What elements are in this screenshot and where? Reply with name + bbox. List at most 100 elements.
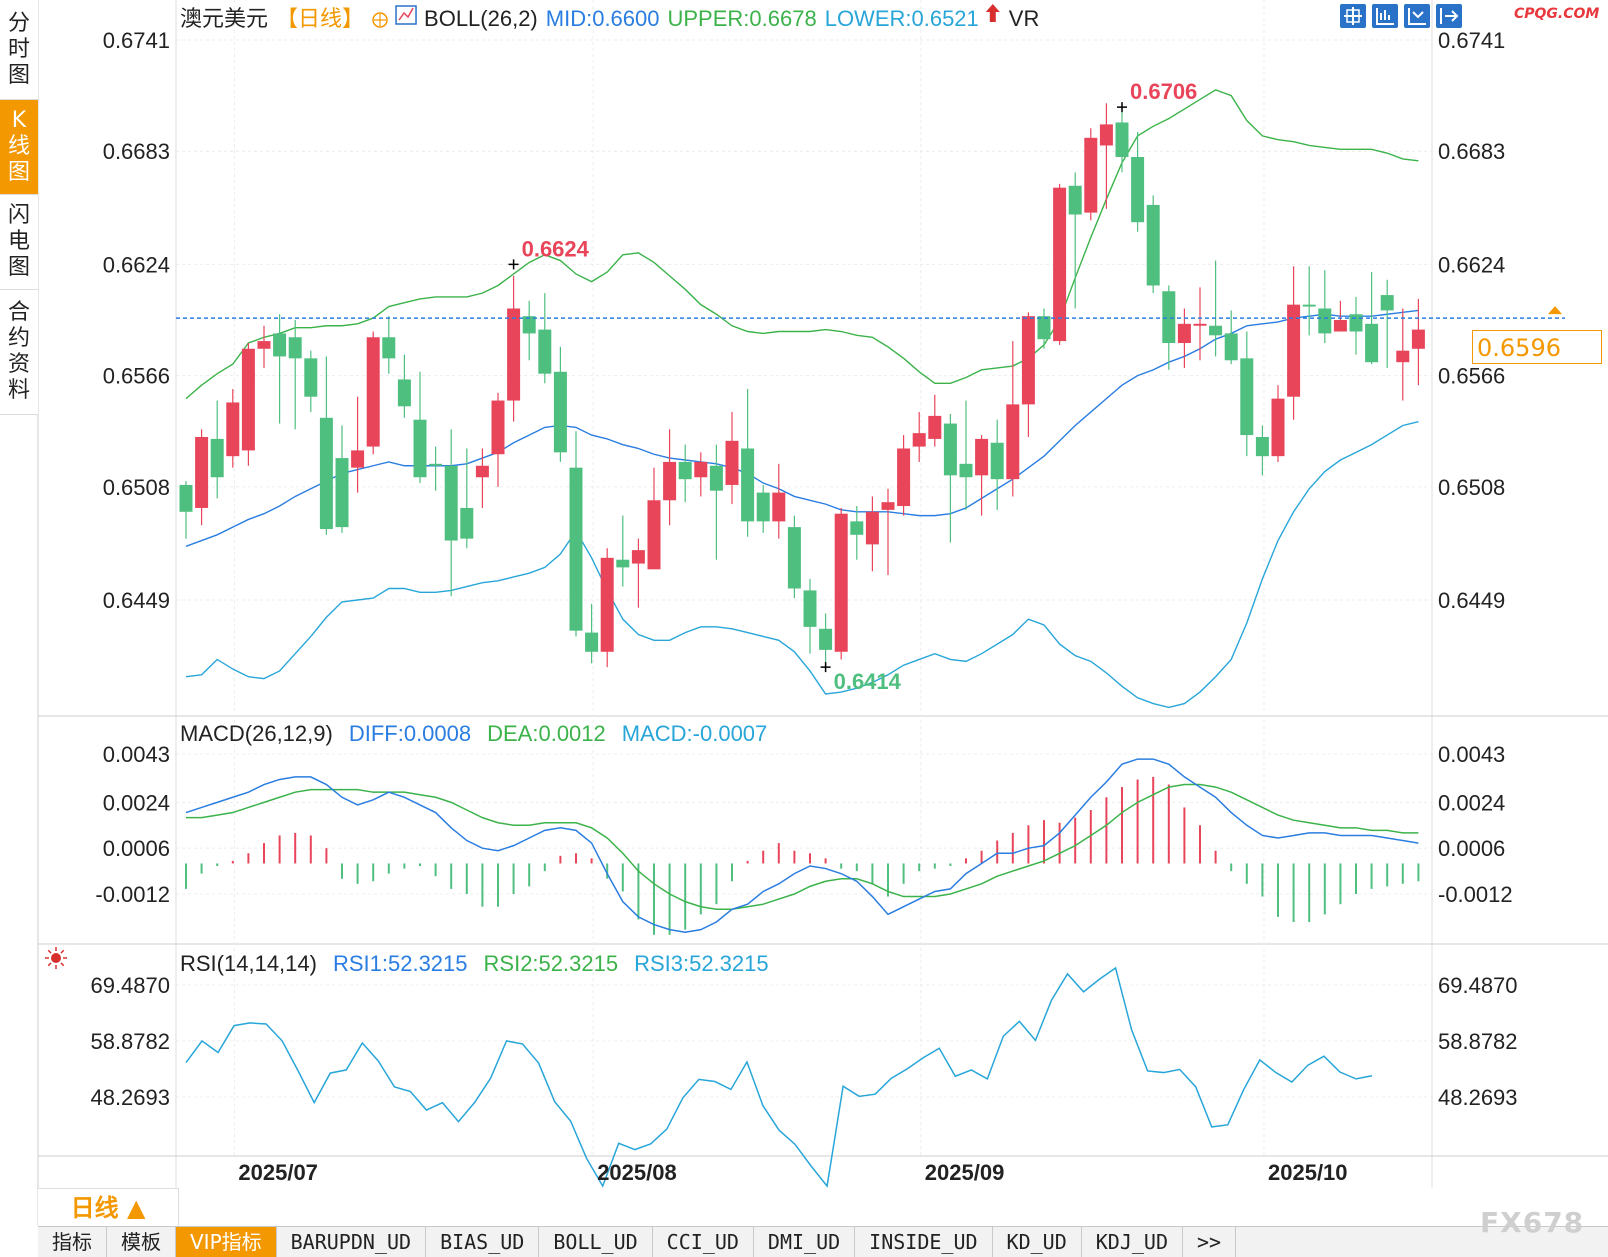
candle-body (897, 448, 911, 507)
candle-body (1255, 436, 1269, 457)
sidebar-tab-flash[interactable]: 闪电图 (0, 195, 38, 290)
candle-body (928, 415, 942, 439)
boll-indicator-label: BOLL(26,2) (424, 6, 538, 31)
candle-body (429, 463, 443, 466)
settings-icon (372, 12, 388, 28)
tab-boll-ud[interactable]: BOLL_UD (539, 1227, 653, 1257)
candle-body (631, 550, 645, 564)
candle-body (959, 463, 973, 478)
candle-body (1411, 329, 1425, 349)
macd-y-tick-right: 0.0043 (1438, 742, 1505, 767)
tab-11[interactable]: >> (1183, 1227, 1237, 1257)
candle-body (725, 440, 739, 485)
candle-body (1006, 404, 1020, 480)
candle-body (569, 467, 583, 631)
rsi-y-tick-left: 58.8782 (90, 1029, 170, 1054)
candle-body (210, 438, 224, 478)
candle-body (912, 433, 926, 447)
tab-barupdn-ud[interactable]: BARUPDN_UD (277, 1227, 427, 1257)
candle-body (1099, 124, 1113, 146)
candle-body (1053, 187, 1067, 342)
rsi-title: RSI(14,14,14) (180, 951, 317, 976)
candle-body (1318, 308, 1332, 334)
candle-body (553, 371, 567, 453)
candle-body (522, 316, 536, 334)
extreme-marker (508, 259, 519, 270)
candle-body (1365, 323, 1379, 363)
tab-1[interactable]: 模板 (107, 1227, 176, 1257)
crosshair-icon[interactable] (1340, 4, 1366, 28)
candle-body (382, 337, 396, 359)
candle-body (1396, 350, 1410, 363)
tab-0[interactable]: 指标 (38, 1227, 107, 1257)
rsi1-value: RSI1:52.3215 (333, 951, 468, 976)
boll-lower-line (185, 420, 1419, 709)
candle-body (538, 329, 552, 374)
period-tag: 【日线】 (276, 6, 364, 31)
y-tick-left: 0.6741 (103, 28, 170, 53)
tab-dmi-ud[interactable]: DMI_UD (754, 1227, 856, 1257)
rsi-line (185, 966, 1373, 1188)
candle-body (1146, 204, 1160, 286)
candle-body (663, 461, 677, 501)
candle-body (397, 379, 411, 407)
candle-body (366, 337, 380, 447)
sidebar-tab-contract-info[interactable]: 合约资料 (0, 290, 38, 415)
rsi-settings-icon-ray (60, 962, 65, 967)
y-tick-right: 0.6566 (1438, 364, 1505, 389)
candle-body (600, 557, 614, 652)
y-tick-right: 0.6683 (1438, 139, 1505, 164)
macd-diff-value: DIFF:0.0008 (349, 721, 471, 746)
candle-body (865, 511, 879, 545)
candle-body (1021, 316, 1035, 405)
candles (179, 103, 1425, 668)
tab-inside-ud[interactable]: INSIDE_UD (855, 1227, 993, 1257)
macd-y-tick-right: 0.0024 (1438, 790, 1505, 815)
candle-body (319, 417, 333, 530)
tab-kdj-ud[interactable]: KDJ_UD (1082, 1227, 1183, 1257)
macd-y-tick-left: 0.0006 (103, 836, 170, 861)
rsi-y-tick-right: 58.8782 (1438, 1029, 1518, 1054)
tab-cci-ud[interactable]: CCI_UD (653, 1227, 754, 1257)
candle-body (694, 461, 708, 478)
current-price-tag: 0.6596 (1472, 330, 1602, 364)
tab-bias-ud[interactable]: BIAS_UD (426, 1227, 540, 1257)
macd-y-tick-right: 0.0006 (1438, 836, 1505, 861)
candle-body (195, 436, 209, 508)
extreme-marker (1117, 102, 1127, 113)
chart-type-icon-line (398, 7, 414, 21)
candle-body (787, 527, 801, 589)
zoom-out-icon[interactable] (1404, 4, 1430, 28)
candle-body (990, 442, 1004, 480)
rsi-settings-icon-ray (47, 949, 52, 954)
macd-y-tick-left: -0.0012 (95, 882, 170, 907)
scroll-right-icon[interactable] (1436, 4, 1462, 28)
candle-body (585, 632, 599, 652)
candle-body (1333, 320, 1347, 332)
rsi-y-tick-right: 48.2693 (1438, 1085, 1518, 1110)
rsi-y-tick-left: 48.2693 (90, 1085, 170, 1110)
x-tick: 2025/08 (597, 1160, 677, 1185)
period-selector[interactable]: 日线 ▲ (38, 1188, 179, 1227)
sidebar-tab-timeshare[interactable]: 分时图 (0, 0, 38, 100)
rsi-settings-icon-core (51, 953, 61, 963)
zoom-in-icon[interactable] (1372, 4, 1398, 28)
symbol-title: 澳元美元 (180, 6, 268, 31)
tab-kd-ud[interactable]: KD_UD (993, 1227, 1082, 1257)
candle-body (1349, 314, 1363, 332)
tab-vip[interactable]: VIP指标 (176, 1227, 277, 1257)
y-tick-right: 0.6741 (1438, 28, 1505, 53)
low-label: 0.6414 (834, 669, 902, 694)
candle-body (507, 308, 521, 401)
y-tick-left: 0.6566 (103, 364, 170, 389)
candle-body (335, 458, 349, 528)
x-tick: 2025/10 (1268, 1160, 1348, 1185)
rsi-settings-icon (45, 947, 67, 969)
candle-body (444, 465, 458, 541)
candle-body (803, 590, 817, 627)
grid-lines (176, 0, 1432, 1156)
candle-body (241, 348, 255, 451)
candle-body (1068, 185, 1082, 215)
